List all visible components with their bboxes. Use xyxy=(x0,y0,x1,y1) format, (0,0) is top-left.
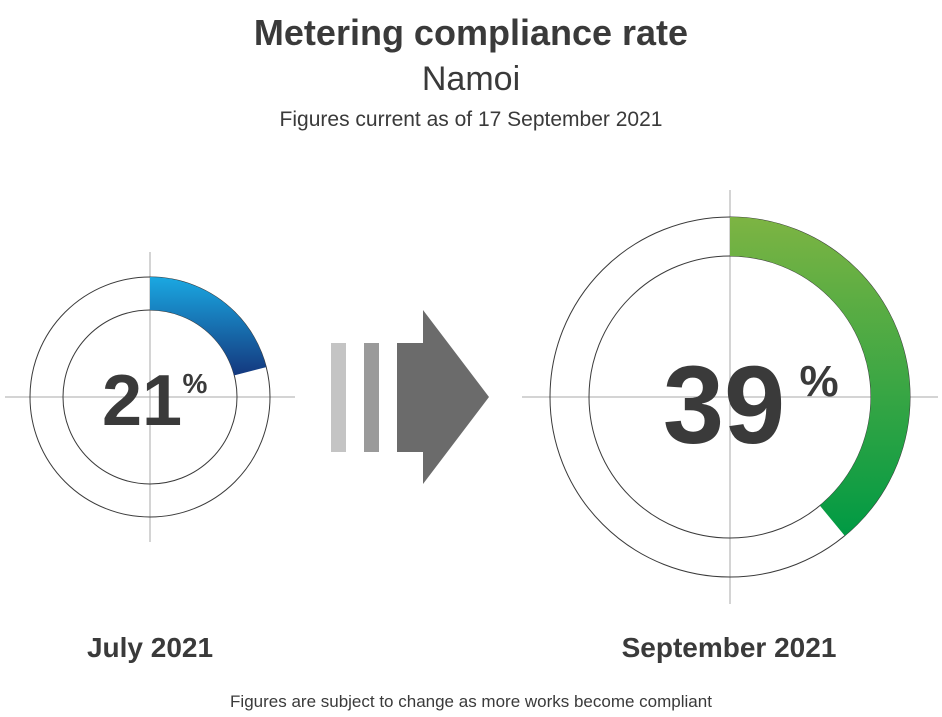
footnote: Figures are subject to change as more wo… xyxy=(230,692,712,711)
progress-arc-september xyxy=(730,217,911,536)
arrow-bar-light xyxy=(331,343,346,452)
unit-september: % xyxy=(799,357,838,406)
chart-title: Metering compliance rate xyxy=(253,12,689,53)
period-label-september: September 2021 xyxy=(621,632,837,663)
donut-july: 21 % xyxy=(5,252,295,542)
as-of-date: Figures current as of 17 September 2021 xyxy=(279,108,663,131)
value-july: 21 xyxy=(102,361,182,441)
arrow-bar-mid xyxy=(364,343,379,452)
transition-arrow xyxy=(331,310,489,484)
donut-september: 39 % xyxy=(522,190,938,604)
progress-arc-july xyxy=(150,277,267,376)
unit-july: % xyxy=(183,368,208,399)
arrow-icon xyxy=(397,310,489,484)
chart-subtitle: Namoi xyxy=(421,60,521,98)
period-label-july: July 2021 xyxy=(86,632,214,663)
value-september: 39 xyxy=(663,344,785,467)
